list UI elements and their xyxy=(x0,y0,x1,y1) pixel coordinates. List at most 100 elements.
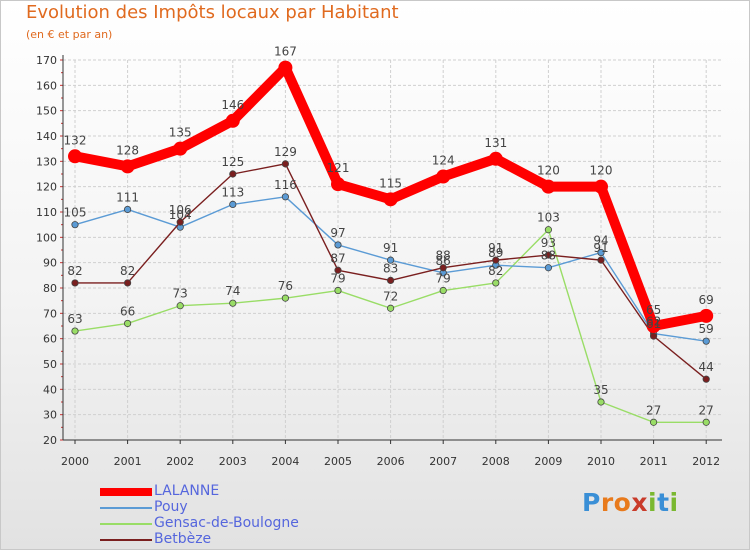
grid-layer xyxy=(63,59,722,441)
data-label-Pouy: 89 xyxy=(488,246,503,260)
data-label-Pouy: 97 xyxy=(330,226,345,240)
series-layer xyxy=(68,60,714,426)
y-tick-label: 90 xyxy=(43,257,57,270)
data-label-Pouy: 113 xyxy=(221,185,244,199)
data-label-Betbèze: 91 xyxy=(488,241,503,255)
point-Betbèze xyxy=(124,279,132,287)
data-label-LALANNE: 131 xyxy=(484,136,507,150)
data-label-LALANNE: 69 xyxy=(699,293,714,307)
legend-swatch xyxy=(100,507,152,509)
data-label-Gensac-de-Boulogne: 72 xyxy=(383,289,398,303)
point-Gensac-de-Boulogne xyxy=(229,299,237,307)
point-Gensac-de-Boulogne xyxy=(597,398,605,406)
data-label-Betbèze: 44 xyxy=(699,360,714,374)
data-label-Gensac-de-Boulogne: 73 xyxy=(173,287,188,301)
data-label-Gensac-de-Boulogne: 35 xyxy=(593,383,608,397)
point-LALANNE xyxy=(488,151,503,166)
legend-label: Pouy xyxy=(154,499,188,515)
data-label-Gensac-de-Boulogne: 27 xyxy=(699,403,714,417)
data-label-Gensac-de-Boulogne: 82 xyxy=(488,264,503,278)
legend-swatch xyxy=(100,523,152,525)
y-tick-label: 100 xyxy=(36,231,57,244)
data-label-Gensac-de-Boulogne: 76 xyxy=(278,279,293,293)
data-label-LALANNE: 120 xyxy=(537,164,560,178)
legend-swatch xyxy=(100,488,152,496)
data-label-Gensac-de-Boulogne: 74 xyxy=(225,284,240,298)
logo-letter: r xyxy=(600,488,614,517)
data-label-LALANNE: 167 xyxy=(274,45,297,59)
y-tick-label: 30 xyxy=(43,409,57,422)
data-label-Pouy: 59 xyxy=(699,322,714,336)
point-Betbèze xyxy=(176,218,184,226)
point-LALANNE xyxy=(541,179,556,194)
y-tick-label: 170 xyxy=(36,54,57,67)
data-label-Betbèze: 61 xyxy=(646,317,661,331)
point-Pouy xyxy=(124,205,132,214)
data-label-Betbèze: 91 xyxy=(593,241,608,255)
point-Betbèze xyxy=(334,266,342,274)
data-label-Betbèze: 88 xyxy=(436,249,451,263)
x-tick-label: 2002 xyxy=(166,455,194,468)
logo-letter: o xyxy=(613,488,632,517)
data-label-Pouy: 116 xyxy=(274,178,297,192)
data-label-Betbèze: 93 xyxy=(541,236,556,250)
point-LALANNE xyxy=(594,179,608,194)
point-Pouy xyxy=(229,200,237,208)
data-label-LALANNE: 120 xyxy=(590,164,613,178)
legend-label: Gensac-de-Boulogne xyxy=(154,515,299,531)
data-label-Pouy: 62 xyxy=(646,315,661,329)
x-tick-label: 2006 xyxy=(377,455,405,468)
data-label-Pouy: 86 xyxy=(436,254,451,268)
data-label-Pouy: 104 xyxy=(169,208,192,222)
point-LALANNE xyxy=(173,141,188,156)
point-Betbèze xyxy=(544,251,553,259)
y-tick-label: 40 xyxy=(43,383,57,396)
data-label-Gensac-de-Boulogne: 27 xyxy=(646,403,661,417)
logo-letter: i xyxy=(669,488,679,517)
y-tick-label: 20 xyxy=(43,434,57,447)
point-Betbèze xyxy=(597,256,605,264)
data-label-Gensac-de-Boulogne: 103 xyxy=(537,211,560,225)
data-label-LALANNE: 146 xyxy=(221,98,244,112)
x-tick-label: 2005 xyxy=(324,455,352,468)
point-Gensac-de-Boulogne xyxy=(281,294,289,302)
x-tick-label: 2004 xyxy=(271,455,299,468)
point-Betbèze xyxy=(71,279,79,287)
point-Pouy xyxy=(544,264,553,272)
point-LALANNE xyxy=(436,169,451,184)
point-Betbèze xyxy=(492,256,500,264)
chart-title: Evolution des Impôts locaux par Habitant xyxy=(26,2,399,23)
point-LALANNE xyxy=(225,113,240,128)
x-tick-label: 2010 xyxy=(587,455,615,468)
x-tick-label: 2007 xyxy=(429,455,457,468)
y-tick-label: 160 xyxy=(36,79,57,92)
point-LALANNE xyxy=(68,149,82,164)
x-tick-label: 2011 xyxy=(640,455,668,468)
y-tick-label: 150 xyxy=(36,105,57,118)
point-Betbèze xyxy=(439,264,447,272)
logo-letter: i xyxy=(648,488,658,517)
point-Betbèze xyxy=(702,375,710,383)
data-label-LALANNE: 65 xyxy=(646,303,661,317)
y-tick-label: 60 xyxy=(43,333,57,346)
point-Gensac-de-Boulogne xyxy=(124,319,132,328)
data-label-LALANNE: 124 xyxy=(432,154,455,168)
point-Gensac-de-Boulogne xyxy=(334,286,342,295)
data-label-LALANNE: 132 xyxy=(64,133,87,147)
point-Pouy xyxy=(386,256,395,264)
point-Betbèze xyxy=(229,170,237,178)
data-label-Betbèze: 82 xyxy=(120,264,135,278)
point-LALANNE xyxy=(120,159,135,174)
point-Gensac-de-Boulogne xyxy=(386,304,395,312)
legend-label: LALANNE xyxy=(154,483,220,499)
data-label-Pouy: 105 xyxy=(64,206,87,220)
data-label-Gensac-de-Boulogne: 66 xyxy=(120,304,135,318)
point-Betbèze xyxy=(649,332,658,340)
point-LALANNE xyxy=(383,192,398,207)
point-Pouy xyxy=(597,248,605,257)
x-tick-label: 2003 xyxy=(219,455,247,468)
data-label-LALANNE: 128 xyxy=(116,143,139,157)
data-label-Pouy: 94 xyxy=(593,234,608,248)
point-Gensac-de-Boulogne xyxy=(71,327,79,335)
data-label-Pouy: 91 xyxy=(383,241,398,255)
